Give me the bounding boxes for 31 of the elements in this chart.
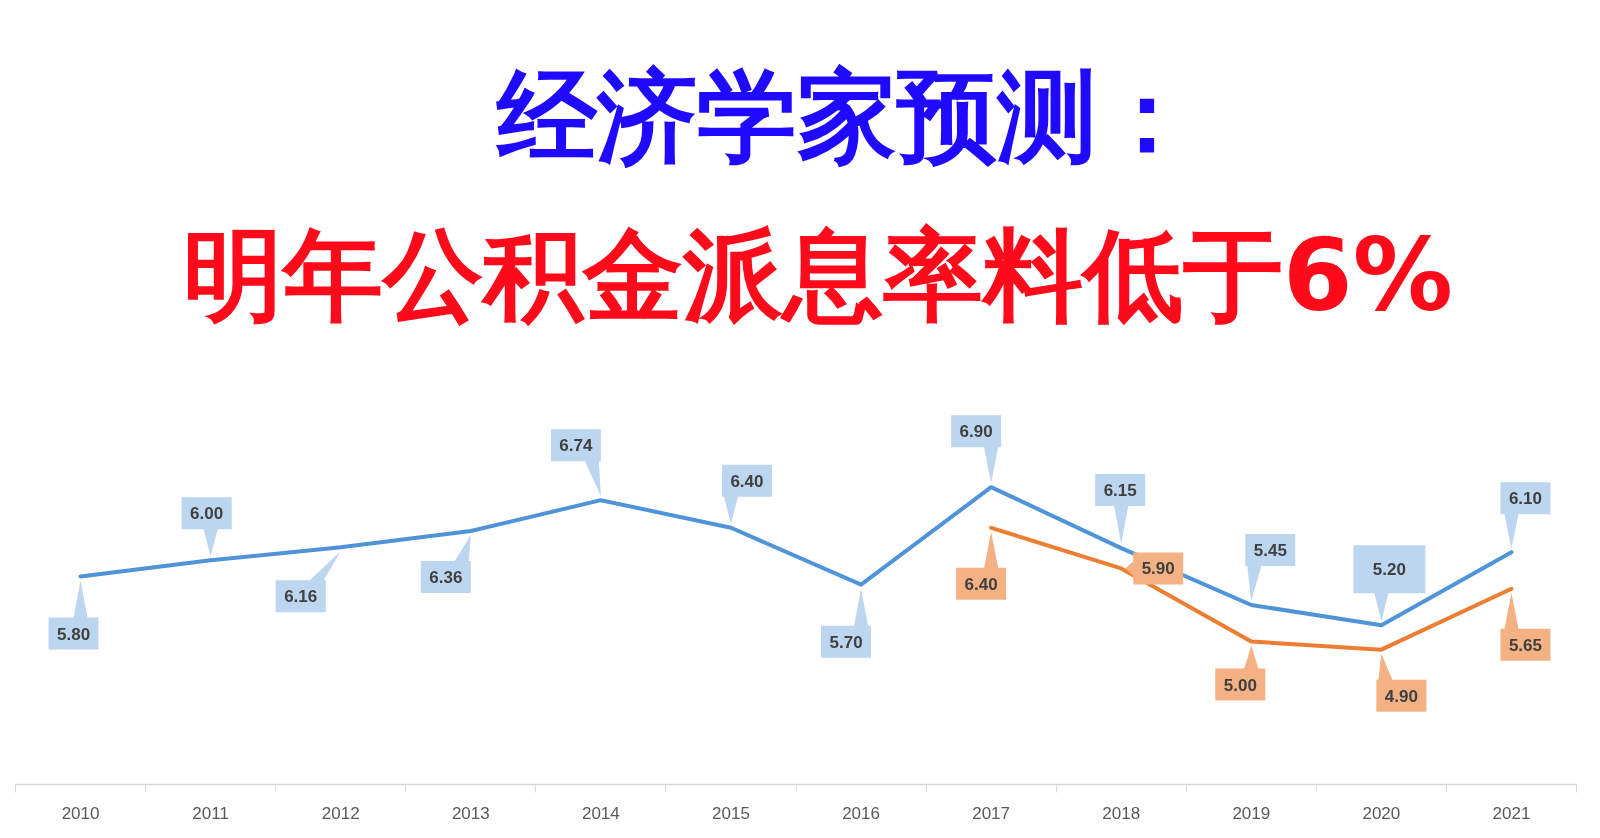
data-label: 6.15: [1103, 481, 1137, 501]
data-label: 6.00: [190, 504, 224, 524]
data-label: 6.40: [730, 471, 764, 491]
x-tick-label: 2014: [581, 803, 620, 823]
x-tick-label: 2015: [712, 803, 750, 823]
x-tick-label: 2013: [451, 803, 490, 823]
data-label: 5.20: [1372, 560, 1406, 580]
data-label: 6.90: [959, 422, 993, 442]
x-tick-label: 2021: [1492, 803, 1531, 823]
data-label: 5.70: [829, 632, 863, 652]
x-tick-label: 2020: [1362, 803, 1401, 823]
x-tick-label: 2011: [192, 803, 229, 823]
data-label: 4.90: [1384, 686, 1418, 706]
x-tick-label: 2019: [1232, 803, 1271, 823]
data-label: 5.90: [1141, 559, 1175, 579]
x-tick-label: 2016: [842, 803, 880, 823]
data-label: 6.36: [429, 568, 463, 588]
data-label: 6.40: [964, 574, 998, 594]
data-label: 5.00: [1223, 675, 1257, 695]
data-label: 5.45: [1253, 540, 1287, 560]
x-tick-label: 2010: [61, 803, 100, 823]
data-label: 6.10: [1508, 489, 1543, 509]
chart-subtitle: 明年公积金派息率料低于6%: [183, 217, 1453, 334]
chart-title: 经济学家预测：: [497, 58, 1197, 175]
data-label: 6.74: [559, 436, 593, 456]
data-label: 5.65: [1508, 635, 1543, 655]
x-tick-label: 2018: [1102, 803, 1141, 823]
x-tick-label: 2012: [321, 803, 360, 823]
data-label: 6.16: [284, 587, 318, 607]
data-label: 5.80: [57, 624, 91, 644]
x-tick-label: 2017: [972, 803, 1011, 823]
